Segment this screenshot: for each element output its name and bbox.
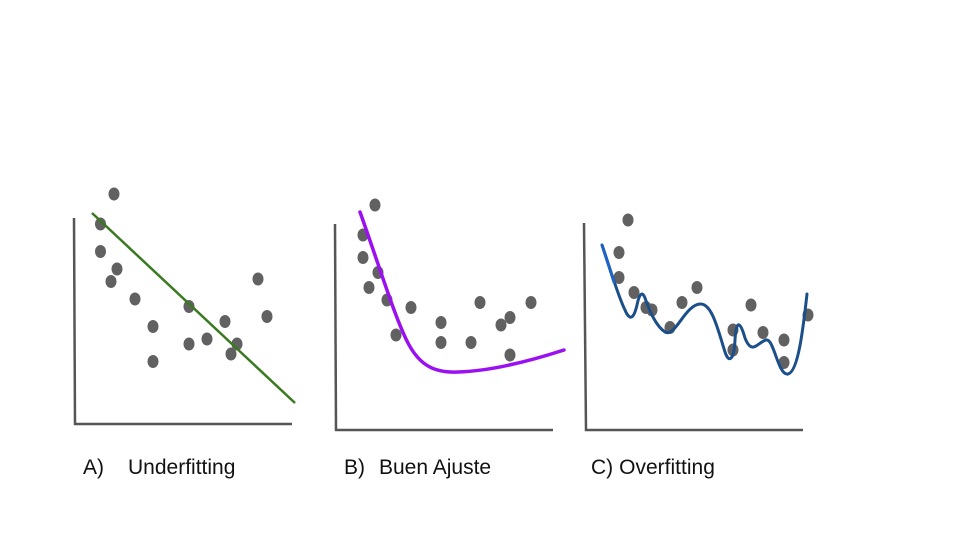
points-overfitting: [613, 213, 814, 369]
points-underfitting: [95, 187, 273, 368]
data-point: [504, 311, 516, 324]
data-point: [435, 316, 447, 329]
data-point: [745, 298, 757, 312]
caption-title: Overfitting: [619, 456, 715, 479]
axes-buen-ajuste: [333, 223, 553, 432]
fit-curve-overfitting-start: [600, 243, 616, 284]
data-point: [261, 310, 273, 323]
data-point: [613, 246, 625, 259]
panel-buen-ajuste: [333, 198, 566, 432]
data-point: [628, 286, 640, 299]
data-point: [219, 315, 231, 328]
data-point: [691, 281, 703, 294]
data-point: [405, 301, 417, 314]
data-point: [676, 296, 688, 309]
data-point: [129, 292, 141, 306]
data-point: [357, 251, 369, 264]
caption-title: Underfitting: [128, 456, 236, 479]
data-point: [504, 348, 516, 362]
data-point: [108, 187, 120, 201]
data-point: [474, 296, 486, 309]
data-point: [495, 318, 507, 332]
data-point: [111, 262, 123, 276]
fit-curve-overfitting: [600, 243, 809, 376]
fit-line-underfitting: [91, 212, 296, 404]
data-point: [225, 347, 237, 361]
data-point: [778, 333, 790, 347]
caption-letter: B): [344, 456, 365, 479]
data-point: [613, 271, 625, 284]
data-point: [622, 213, 634, 227]
data-point: [435, 336, 447, 349]
panel-underfitting: [72, 187, 296, 426]
data-point: [201, 332, 213, 346]
caption-letter: C): [591, 456, 614, 479]
caption-buen-ajuste: B) Buen Ajuste: [344, 456, 491, 480]
data-point: [252, 272, 264, 286]
axes-overfitting: [582, 222, 803, 432]
data-point: [757, 326, 769, 339]
data-point: [105, 275, 117, 288]
caption-overfitting: C) Overfitting: [591, 456, 715, 480]
data-point: [525, 296, 537, 309]
data-point: [183, 300, 195, 313]
data-point: [465, 336, 477, 349]
data-point: [363, 281, 375, 294]
caption-letter: A): [83, 456, 104, 479]
panel-overfitting: [582, 213, 814, 432]
data-point: [95, 217, 106, 231]
data-point: [147, 320, 159, 333]
caption-underfitting: A) Underfitting: [83, 456, 235, 480]
data-point: [390, 328, 402, 342]
data-point: [95, 245, 106, 258]
data-point: [369, 198, 381, 212]
data-point: [183, 337, 195, 351]
data-point: [147, 355, 159, 368]
caption-title: Buen Ajuste: [379, 456, 492, 479]
fit-curve-buen-ajuste: [358, 210, 566, 374]
axes-underfitting: [72, 217, 292, 426]
